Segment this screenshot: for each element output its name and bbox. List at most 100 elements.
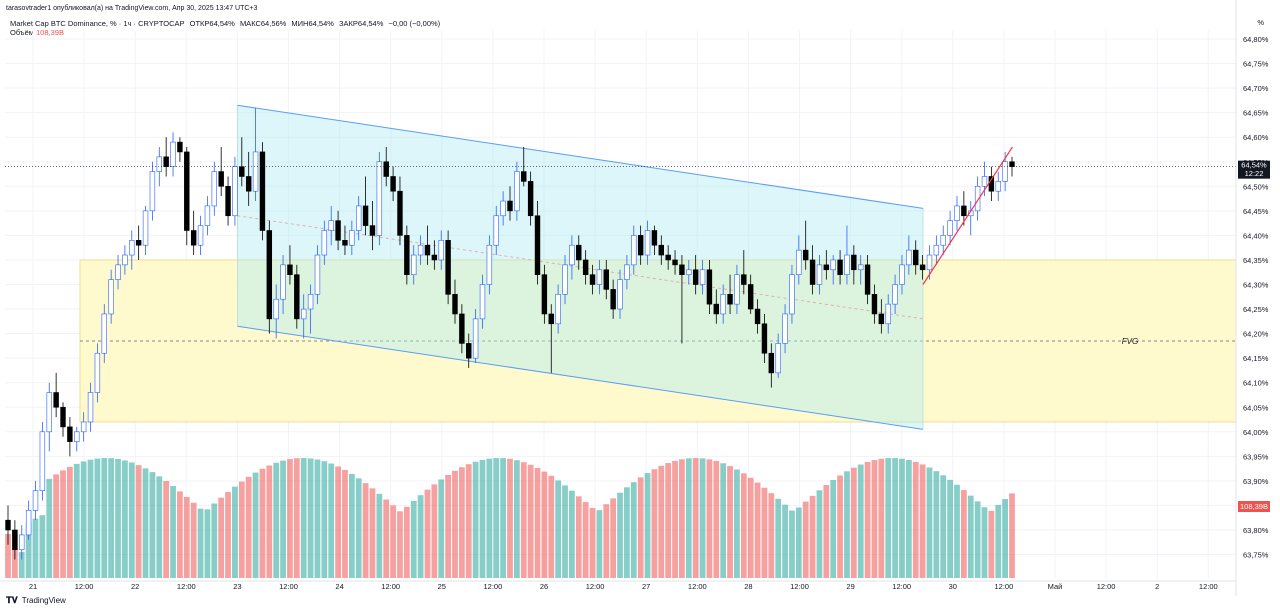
candle-body xyxy=(727,294,733,305)
volume-bar xyxy=(562,485,568,578)
candle-body xyxy=(424,244,431,256)
candle-body xyxy=(576,244,582,261)
candle-body xyxy=(376,161,383,236)
volume-bar xyxy=(445,474,451,578)
volume-bar xyxy=(823,484,830,578)
candle-body xyxy=(46,392,52,433)
volume-bar xyxy=(569,490,575,578)
volume-bar xyxy=(314,459,321,578)
candle-body xyxy=(273,298,279,320)
volume-bar xyxy=(342,469,348,578)
volume-bar xyxy=(624,487,630,578)
price-axis-unit[interactable]: % xyxy=(1257,18,1264,27)
volume-bar xyxy=(479,459,486,578)
published-header: tarasovtrader1 опубликовал(а) на Trading… xyxy=(6,5,258,12)
volume-bar xyxy=(87,459,94,578)
x-tick-label: 25 xyxy=(438,582,446,591)
volume-bar xyxy=(789,510,795,578)
volume-bar xyxy=(768,493,775,578)
volume-bar xyxy=(850,467,857,578)
volume-bar xyxy=(362,483,369,578)
y-tick-label: 63,90% xyxy=(1243,477,1269,486)
x-tick-label: 12:00 xyxy=(177,582,196,591)
volume-bar xyxy=(486,458,493,578)
candle-body xyxy=(706,269,713,305)
volume-bar xyxy=(905,459,912,578)
candle-body xyxy=(197,225,204,246)
volume-bar xyxy=(177,491,183,578)
volume-bar xyxy=(754,482,761,578)
candle-body xyxy=(218,171,224,187)
volume-bar xyxy=(39,515,46,578)
candle-body xyxy=(1009,161,1015,167)
candle-body xyxy=(582,259,589,275)
candle-body xyxy=(459,313,465,344)
volume-bar xyxy=(67,466,73,578)
x-tick-label: 12:00 xyxy=(892,582,911,591)
x-tick-label: 12:00 xyxy=(995,582,1014,591)
volume-bar xyxy=(135,465,142,578)
y-tick-label: 64,80% xyxy=(1243,35,1269,44)
volume-bar xyxy=(238,481,245,578)
candle-body xyxy=(204,205,211,226)
x-tick-label: 12:00 xyxy=(279,582,298,591)
candle-body xyxy=(225,186,231,217)
volume-bar xyxy=(493,458,500,578)
volume-bar xyxy=(465,464,472,578)
open-value: ОТКР64,54% xyxy=(189,19,235,28)
volume-bar xyxy=(287,459,293,578)
volume-bar xyxy=(46,478,53,578)
volume-bar xyxy=(830,480,837,578)
volume-bar xyxy=(390,505,396,578)
candle-body xyxy=(500,200,506,217)
candle-body xyxy=(775,343,781,374)
candle-body xyxy=(266,230,273,320)
volume-bar xyxy=(844,471,850,578)
volume-bar xyxy=(472,461,479,578)
volume-bar xyxy=(520,462,527,578)
volume-bar xyxy=(658,465,665,578)
x-tick-label: 22 xyxy=(131,582,139,591)
candle-body xyxy=(610,289,616,310)
volume-bar xyxy=(933,471,940,578)
volume-bar xyxy=(507,458,513,578)
symbol-name[interactable]: Market Cap BTC Dominance, % · 1ч · CRYPT… xyxy=(10,19,185,28)
candle-body xyxy=(156,156,162,172)
volume-bar xyxy=(919,464,926,578)
volume-bar xyxy=(747,477,754,578)
low-value: МИН64,54% xyxy=(291,19,334,28)
candle-body xyxy=(142,210,149,246)
candle-body xyxy=(995,181,1001,192)
candle-body xyxy=(514,171,520,212)
volume-bar xyxy=(775,498,782,578)
candle-body xyxy=(858,264,864,271)
volume-bar xyxy=(259,468,266,578)
candle-body xyxy=(665,254,671,261)
volume-bar xyxy=(589,507,596,578)
x-tick-label: 12:00 xyxy=(688,582,707,591)
volume-bar xyxy=(692,458,699,578)
candle-body xyxy=(383,161,389,177)
volume-bar xyxy=(452,470,458,578)
candle-body xyxy=(445,240,451,295)
volume-bar xyxy=(995,504,1002,578)
volume-label[interactable]: Объём xyxy=(10,28,34,37)
volume-bar xyxy=(988,510,995,578)
volume-bar xyxy=(252,472,259,578)
volume-bar xyxy=(672,460,678,578)
candle-body xyxy=(417,244,424,256)
candle-body xyxy=(871,294,878,315)
volume-bar xyxy=(211,503,218,578)
volume-bar xyxy=(878,458,885,578)
volume-bar xyxy=(458,467,465,578)
brand-name[interactable]: TradingView xyxy=(21,596,66,605)
candle-body xyxy=(466,343,472,359)
y-tick-label: 64,00% xyxy=(1243,428,1269,437)
volume-bar xyxy=(170,486,176,578)
channel-upper-line xyxy=(237,104,924,209)
candle-body xyxy=(122,254,128,266)
candle-body xyxy=(864,264,871,295)
candle-body xyxy=(926,254,933,271)
fvg-label: FVG xyxy=(1122,337,1138,346)
